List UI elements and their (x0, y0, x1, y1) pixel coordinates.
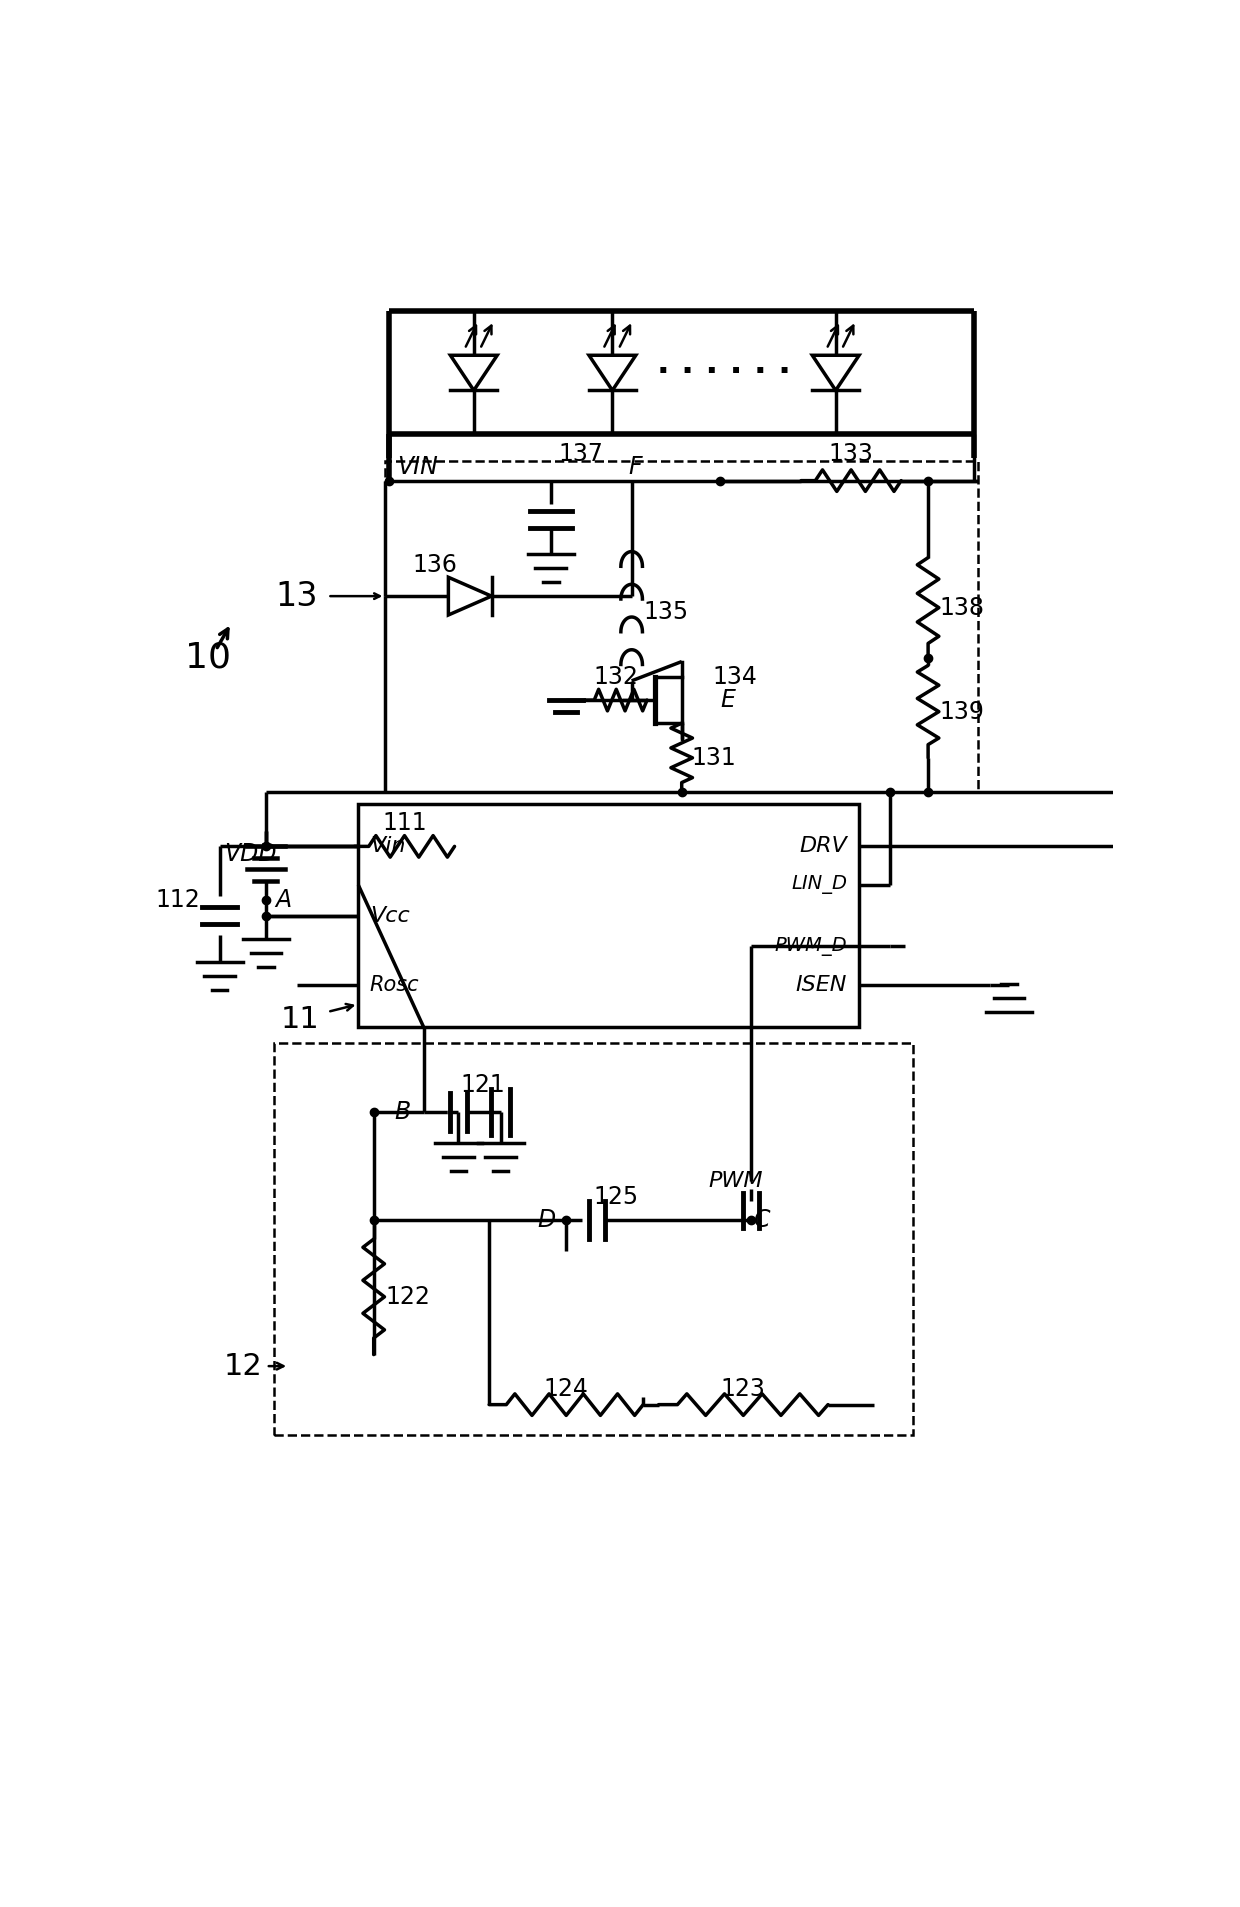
Bar (386, 461, 978, 793)
Text: PWM: PWM (708, 1171, 763, 1192)
Text: 134: 134 (713, 666, 758, 688)
Text: · · · · · ·: · · · · · · (657, 357, 791, 389)
Polygon shape (812, 355, 859, 391)
Text: 12: 12 (223, 1352, 262, 1381)
Text: DRV: DRV (800, 837, 847, 856)
Text: 122: 122 (386, 1285, 430, 1308)
Text: VDD: VDD (224, 843, 277, 866)
Polygon shape (449, 578, 491, 614)
Text: 111: 111 (382, 810, 427, 835)
Text: Rosc: Rosc (370, 974, 419, 995)
Text: PWM_D: PWM_D (775, 936, 847, 955)
Text: 13: 13 (275, 580, 317, 612)
Text: 136: 136 (412, 553, 458, 578)
Text: 124: 124 (544, 1377, 589, 1402)
Text: 125: 125 (593, 1184, 639, 1209)
Text: 139: 139 (940, 700, 985, 723)
Text: VIN: VIN (397, 454, 438, 479)
Text: 138: 138 (940, 595, 985, 620)
Text: B: B (394, 1100, 410, 1123)
Text: 123: 123 (720, 1377, 766, 1402)
Polygon shape (589, 355, 636, 391)
Text: 137: 137 (558, 442, 604, 465)
Text: 11: 11 (281, 1005, 320, 1034)
Text: C: C (754, 1207, 771, 1232)
Text: ISEN: ISEN (796, 974, 847, 995)
Text: 131: 131 (691, 746, 735, 770)
Bar (274, 1043, 913, 1436)
Bar (358, 805, 859, 1028)
Text: A: A (275, 889, 291, 912)
Text: 121: 121 (461, 1074, 506, 1097)
Text: 132: 132 (594, 666, 639, 688)
Text: D: D (538, 1207, 556, 1232)
Text: 112: 112 (156, 889, 201, 912)
Text: 133: 133 (828, 442, 873, 465)
Text: LIN_D: LIN_D (791, 875, 847, 894)
Text: 10: 10 (185, 641, 231, 675)
Text: 135: 135 (644, 599, 688, 624)
Text: Vin: Vin (370, 837, 405, 856)
Text: F: F (629, 454, 642, 479)
Polygon shape (450, 355, 497, 391)
Text: E: E (720, 688, 735, 711)
Text: Vcc: Vcc (370, 906, 409, 925)
